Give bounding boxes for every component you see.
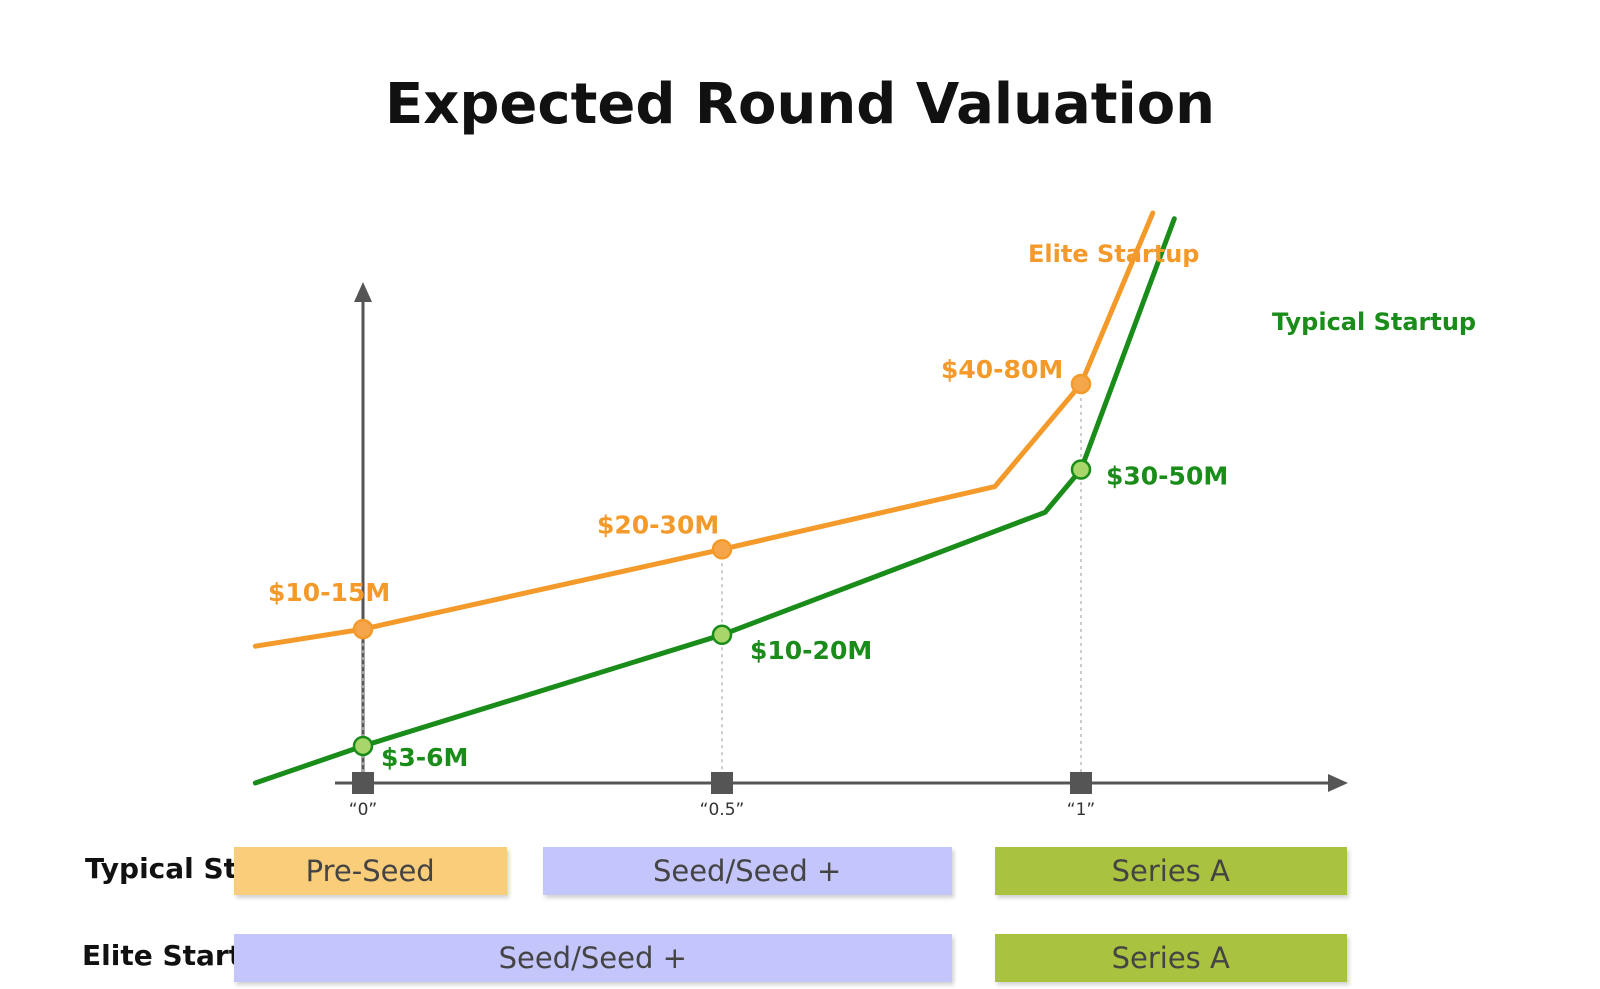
data-point (711, 539, 733, 560)
stage-bar: Series A (994, 847, 1347, 895)
series-name-label: Typical Startup (1272, 308, 1476, 336)
data-label: $3-6M (381, 743, 468, 772)
data-label: $30-50M (1106, 462, 1228, 491)
guide-lines (362, 384, 1082, 783)
x-tick-label: “0.5” (700, 800, 745, 820)
x-tick-marker (352, 772, 374, 794)
data-label: $40-80M (941, 355, 1063, 384)
stage-bar: Seed/Seed + (233, 934, 952, 982)
data-point (711, 624, 733, 646)
data-point (352, 735, 374, 757)
data-point (1070, 373, 1092, 395)
x-tick-label: “0” (349, 800, 377, 820)
data-labels: $10-15M $20-30M $40-80M $3-6M $10-20M $30-50M… (268, 240, 1476, 772)
series-name-label: Elite Startup (1028, 240, 1199, 268)
stage-bar: Seed/Seed + (542, 847, 952, 895)
series-line-typical (252, 216, 1177, 786)
y-axis-arrow (354, 282, 372, 302)
x-tick-marker (1070, 772, 1092, 794)
series-lines (252, 210, 1177, 786)
x-tick-marker (711, 772, 733, 794)
data-label: $10-15M (268, 578, 390, 607)
data-points (352, 373, 1092, 757)
x-tick-label: “1” (1067, 800, 1095, 820)
axes (335, 282, 1348, 792)
x-ticks: “0” “0.5” “1” (349, 772, 1095, 820)
data-label: $10-20M (750, 636, 872, 665)
data-point (1070, 459, 1092, 480)
data-label: $20-30M (597, 510, 719, 539)
data-point (352, 618, 374, 640)
chart-title: Expected Round Valuation (384, 72, 1216, 137)
x-axis-arrow (1328, 774, 1348, 792)
stage-bar: Pre-Seed (233, 847, 507, 895)
stage-bar: Series A (994, 934, 1347, 982)
series-line-elite (252, 210, 1156, 649)
